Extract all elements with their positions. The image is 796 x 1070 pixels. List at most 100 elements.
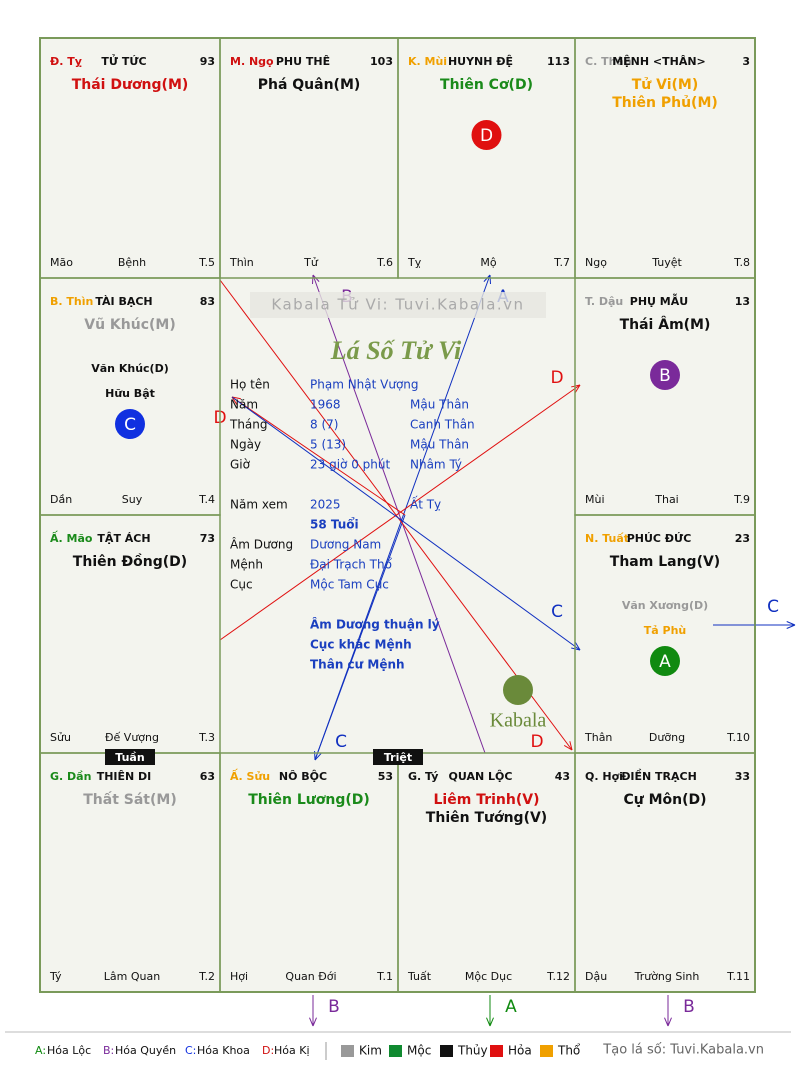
palace-branch: G. Dần <box>50 770 91 783</box>
tag-box <box>373 749 423 765</box>
minor-star: Tả Phù <box>644 624 686 637</box>
bottom-left: Dậu <box>585 970 607 983</box>
palace-name: MỆNH <THÂN> <box>612 55 706 68</box>
arrow-label: B <box>328 997 340 1017</box>
element-swatch <box>389 1045 402 1057</box>
element-name: Kim <box>359 1044 382 1058</box>
center-note: Cục khắc Mệnh <box>310 638 412 652</box>
bottom-mid: Mộc Dục <box>465 970 512 983</box>
info-extra: Nhâm Tý <box>410 458 462 472</box>
element-name: Thủy <box>457 1044 488 1058</box>
arrow-label: C <box>551 602 563 622</box>
badge <box>650 646 680 676</box>
info-value: 5 (13) <box>310 438 346 452</box>
arrow-head <box>563 745 573 751</box>
arrow-line <box>312 274 486 754</box>
bottom-mid: Suy <box>122 493 143 506</box>
watermark: Kabala Tử Vi: Tuvi.Kabala.vn <box>271 296 524 314</box>
arrow-label: D <box>530 732 543 752</box>
main-star: Vũ Khúc(M) <box>84 317 176 333</box>
badge <box>471 120 502 150</box>
info-label: Năm <box>230 398 258 412</box>
palace-number: 53 <box>378 770 393 783</box>
main-star: Cự Môn(D) <box>623 792 706 808</box>
info-label: Họ tên <box>230 378 270 392</box>
arrow-head <box>574 642 581 651</box>
arrow-label: C <box>767 597 779 617</box>
element-name: Mộc <box>407 1044 431 1058</box>
bottom-right: T.5 <box>198 256 215 269</box>
info-value: Dương Nam <box>310 538 381 552</box>
palace-name: PHU THÊ <box>276 55 330 68</box>
bottom-mid: Quan Đới <box>285 970 336 983</box>
palace-branch: K. Mùi <box>408 55 447 68</box>
legend-text: Hóa Lộc <box>47 1044 91 1057</box>
arrow-head <box>786 624 796 629</box>
badge-label: D <box>480 126 493 146</box>
element-swatch <box>540 1045 553 1057</box>
bottom-right: T.11 <box>726 970 750 983</box>
palace-branch: B. Thìn <box>50 295 93 308</box>
main-star: Thất Sát(M) <box>83 791 176 808</box>
bottom-left: Tý <box>49 970 62 983</box>
bottom-right: T.9 <box>733 493 750 506</box>
bottom-left: Thìn <box>229 256 254 269</box>
bottom-mid: Dưỡng <box>649 731 685 744</box>
watermark-box <box>250 292 546 318</box>
logo-icon <box>503 675 533 705</box>
badge <box>115 409 145 439</box>
palace-name: TÀI BẠCH <box>95 295 152 308</box>
badge <box>650 360 680 390</box>
arrow-head <box>574 384 581 393</box>
legend-key: C: <box>185 1044 196 1057</box>
bottom-left: Thân <box>584 731 612 744</box>
info-label: Mệnh <box>230 558 263 572</box>
bottom-mid: Lâm Quan <box>104 970 160 983</box>
palace-name: HUYNH ĐỆ <box>448 55 513 68</box>
bottom-mid: Tử <box>303 256 319 269</box>
palace-name: PHỤ MẪU <box>630 293 688 308</box>
arrow-head <box>312 1017 317 1027</box>
arrow-head <box>486 1017 491 1027</box>
palace-name: TỬ TỨC <box>101 54 146 68</box>
arrow-head <box>786 621 796 626</box>
palace-branch: Ấ. Sửu <box>230 768 270 783</box>
palace-number: 73 <box>200 532 215 545</box>
palace-branch: M. Ngọ <box>230 55 274 68</box>
info-value: 2025 <box>310 498 341 512</box>
main-star: Phá Quân(M) <box>258 77 361 93</box>
bottom-right: T.8 <box>733 256 750 269</box>
center-title: Lá Số Tử Vi <box>330 336 462 365</box>
arrow-head <box>231 396 238 405</box>
legend-key: D: <box>262 1044 274 1057</box>
palace-branch: T. Dậu <box>585 295 623 308</box>
arrow-label: A <box>505 997 517 1017</box>
palace-branch: Đ. Tỵ <box>50 55 82 68</box>
bottom-right: T.4 <box>198 493 215 506</box>
legend-text: Hóa Quyền <box>115 1044 176 1057</box>
palace-number: 23 <box>735 532 750 545</box>
palace-branch: Q. Hợi <box>585 770 623 783</box>
tag-label: Triệt <box>384 751 412 764</box>
palace-cell <box>574 752 756 993</box>
info-value: Mộc Tam Cục <box>310 578 389 592</box>
bottom-left: Mùi <box>585 493 605 506</box>
arrow-line <box>231 396 581 651</box>
main-star: Thiên Đồng(D) <box>73 553 187 570</box>
main-star: Thiên Cơ(D) <box>440 77 533 93</box>
palace-number: 83 <box>200 295 215 308</box>
main-star: Liêm Trinh(V) <box>434 792 540 808</box>
minor-star: Văn Xương(D) <box>622 599 708 612</box>
legend-text: Hóa Kị <box>274 1044 310 1057</box>
element-swatch <box>440 1045 453 1057</box>
info-label: Ngày <box>230 438 261 452</box>
main-star: Tử Vi(M) <box>632 77 699 93</box>
palace-branch: N. Tuất <box>585 532 629 545</box>
minor-star: Hữu Bật <box>105 387 155 400</box>
bottom-mid: Trường Sinh <box>634 970 700 983</box>
info-label: Âm Dương <box>230 537 293 552</box>
badge-label: C <box>124 415 136 435</box>
center-note: Thân cư Mệnh <box>310 658 405 672</box>
info-value: Đại Trạch Thổ <box>310 558 393 572</box>
palace-branch: Ấ. Mão <box>50 530 93 545</box>
